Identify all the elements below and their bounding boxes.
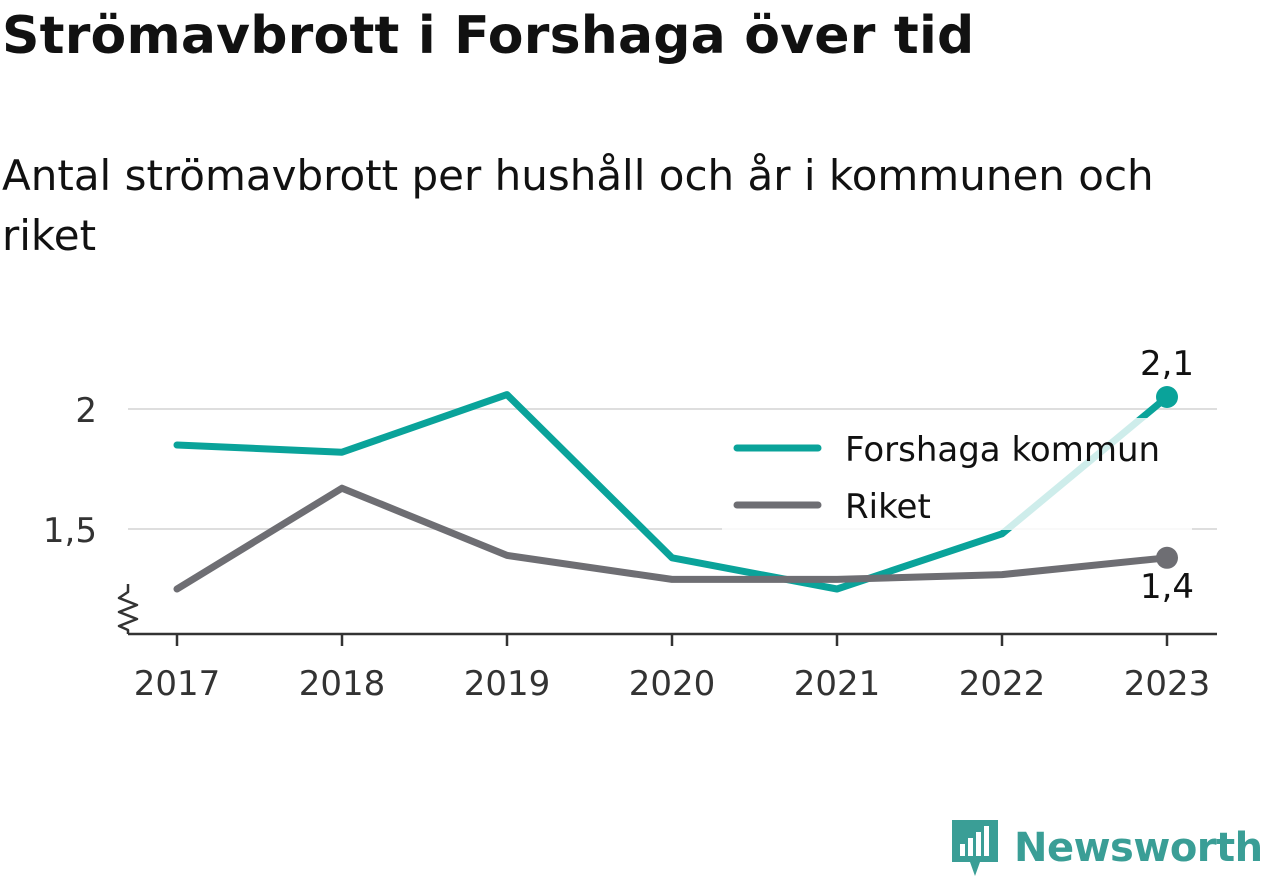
chart-title: Strömavbrott i Forshaga över tid bbox=[2, 6, 975, 66]
x-tick-label: 2022 bbox=[959, 664, 1046, 704]
x-tick-label: 2023 bbox=[1124, 664, 1211, 704]
x-tick-label: 2020 bbox=[629, 664, 716, 704]
brand-logo: Newsworthy bbox=[950, 818, 1262, 878]
y-tick-label: 2 bbox=[75, 391, 97, 431]
end-point-forshaga bbox=[1156, 386, 1178, 408]
axis-break-icon bbox=[117, 584, 139, 634]
y-axis: 1,52 bbox=[43, 391, 139, 634]
legend-label: Riket bbox=[845, 487, 931, 527]
end-labels: 2,1 1,4 bbox=[1140, 344, 1194, 607]
series-line-forshaga bbox=[173, 391, 1171, 593]
x-tick-label: 2017 bbox=[134, 664, 221, 704]
x-axis: 2017 2018 2019 2020 2021 2022 2023 bbox=[128, 632, 1217, 704]
legend-label: Forshaga kommun bbox=[845, 430, 1160, 470]
x-tick-label: 2018 bbox=[299, 664, 386, 704]
end-label-riket: 1,4 bbox=[1140, 567, 1194, 607]
end-label-forshaga: 2,1 bbox=[1140, 344, 1194, 384]
end-point-riket bbox=[1156, 546, 1178, 569]
newsworthy-logo-icon bbox=[952, 820, 998, 876]
brand-name: Newsworthy bbox=[1014, 825, 1262, 871]
y-tick-label: 1,5 bbox=[43, 511, 97, 551]
legend: Forshaga kommun Riket bbox=[722, 418, 1192, 530]
chart-subtitle: Antal strömavbrott per hushåll och år i … bbox=[2, 151, 1154, 260]
x-tick-label: 2019 bbox=[464, 664, 551, 704]
series-line-riket bbox=[173, 484, 1171, 593]
series-layer bbox=[173, 386, 1178, 593]
legend-box bbox=[722, 418, 1192, 530]
x-tick-label: 2021 bbox=[794, 664, 881, 704]
